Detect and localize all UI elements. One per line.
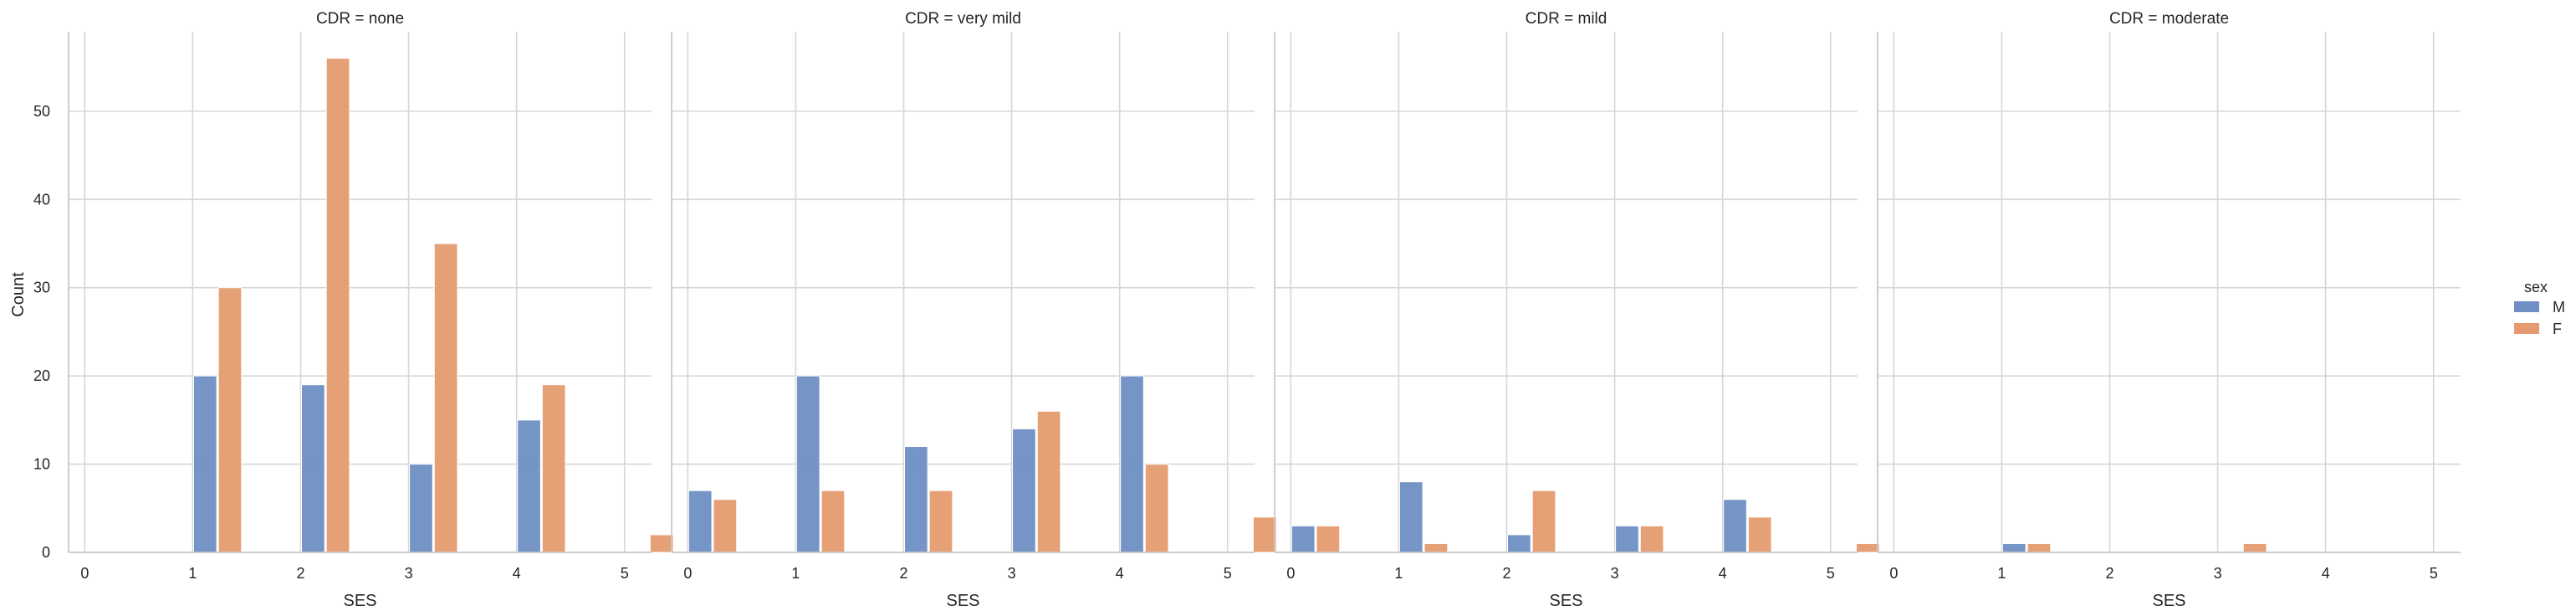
x-tick-label: 2 <box>900 565 908 582</box>
panel-2: CDR = very mild 0 1 2 3 4 5 SES <box>671 10 1277 610</box>
panel-1: CDR = none 0 1 2 3 4 5 SES 0 10 20 30 40 50 <box>33 10 674 610</box>
legend-swatch-f <box>2514 323 2539 334</box>
x-tick-label: 2 <box>297 565 305 582</box>
bar-f-ses-3 <box>2242 542 2267 553</box>
bar-f-ses-0 <box>713 499 738 553</box>
bar-m-ses-0 <box>687 490 713 553</box>
bar-m-ses-1 <box>795 375 820 553</box>
x-tick-label: 4 <box>1719 565 1727 582</box>
y-tick-label: 50 <box>33 103 50 120</box>
legend: sex M F <box>2514 279 2565 337</box>
bar-f-ses-0 <box>1316 525 1341 553</box>
bar-f-ses-3 <box>433 243 458 553</box>
x-tick-label: 2 <box>2106 565 2114 582</box>
x-tick-label: 4 <box>513 565 521 582</box>
bar-f-ses-3 <box>1639 525 1664 553</box>
panel-title: CDR = mild <box>1526 10 1607 28</box>
x-tick-label: 3 <box>1611 565 1619 582</box>
bar-f-ses-5 <box>649 534 674 553</box>
x-axis-label: SES <box>2152 592 2185 610</box>
x-tick-label: 5 <box>1827 565 1835 582</box>
x-tick-label: 1 <box>791 565 800 582</box>
bar-m-ses-2 <box>904 445 928 553</box>
x-axis-label: SES <box>946 592 979 610</box>
bar-m-ses-3 <box>1615 525 1639 553</box>
x-axis-label: SES <box>1549 592 1582 610</box>
bar-f-ses-3 <box>1036 410 1061 553</box>
bar-m-ses-3 <box>1012 428 1036 553</box>
x-axis-label: SES <box>343 592 376 610</box>
x-tick-label: 3 <box>1008 565 1016 582</box>
x-tick-label: 3 <box>2214 565 2222 582</box>
y-tick-label: 20 <box>33 367 50 384</box>
x-tick-label: 5 <box>2430 565 2438 582</box>
x-tick-label: 1 <box>1997 565 2006 582</box>
legend-swatch-m <box>2514 301 2539 312</box>
panel-title: CDR = very mild <box>905 10 1021 28</box>
panel-title: CDR = moderate <box>2109 10 2229 28</box>
bar-f-ses-4 <box>1144 464 1169 553</box>
bar-f-ses-1 <box>1423 542 1449 553</box>
x-tick-label: 4 <box>1116 565 1124 582</box>
bar-f-ses-2 <box>1531 490 1556 553</box>
x-tick-label: 3 <box>405 565 413 582</box>
panel-3: CDR = mild 0 1 2 3 4 5 SES <box>1274 10 1880 610</box>
x-tick-label: 1 <box>188 565 197 582</box>
bar-m-ses-4 <box>517 419 541 553</box>
bar-m-ses-3 <box>409 464 433 553</box>
bar-m-ses-0 <box>1291 525 1316 553</box>
bar-f-ses-4 <box>541 384 566 553</box>
x-tick-label: 0 <box>1889 565 1898 582</box>
x-tick-label: 0 <box>683 565 692 582</box>
y-tick-label: 0 <box>42 544 50 561</box>
bar-m-ses-4 <box>1723 499 1747 553</box>
legend-title: sex <box>2524 279 2548 295</box>
panel-4: CDR = moderate 0 1 2 3 4 5 SES <box>1877 10 2461 610</box>
bar-f-ses-2 <box>928 490 953 553</box>
x-tick-label: 2 <box>1503 565 1511 582</box>
bar-m-ses-1 <box>2001 542 2027 553</box>
bar-m-ses-1 <box>1398 481 1423 553</box>
legend-label-m: M <box>2553 299 2565 316</box>
x-tick-label: 4 <box>2322 565 2330 582</box>
bar-f-ses-1 <box>217 287 243 553</box>
bar-f-ses-5 <box>1855 542 1880 553</box>
bar-f-ses-5 <box>1252 516 1277 553</box>
x-tick-label: 0 <box>80 565 89 582</box>
bar-f-ses-1 <box>820 490 846 553</box>
bar-f-ses-2 <box>325 58 350 553</box>
bar-f-ses-4 <box>1747 516 1772 553</box>
panel-title: CDR = none <box>316 10 404 28</box>
y-tick-label: 40 <box>33 191 50 208</box>
bar-m-ses-1 <box>192 375 217 553</box>
x-tick-label: 1 <box>1394 565 1403 582</box>
x-tick-label: 5 <box>621 565 629 582</box>
y-axis-label: Count <box>9 272 28 317</box>
bar-m-ses-4 <box>1120 375 1144 553</box>
x-tick-label: 0 <box>1286 565 1295 582</box>
y-tick-label: 10 <box>33 456 50 473</box>
y-tick-label: 30 <box>33 280 50 296</box>
x-tick-label: 5 <box>1224 565 1232 582</box>
legend-label-f: F <box>2553 321 2562 337</box>
bar-m-ses-2 <box>1507 534 1531 553</box>
bar-f-ses-1 <box>2027 542 2052 553</box>
bar-m-ses-2 <box>301 384 325 553</box>
